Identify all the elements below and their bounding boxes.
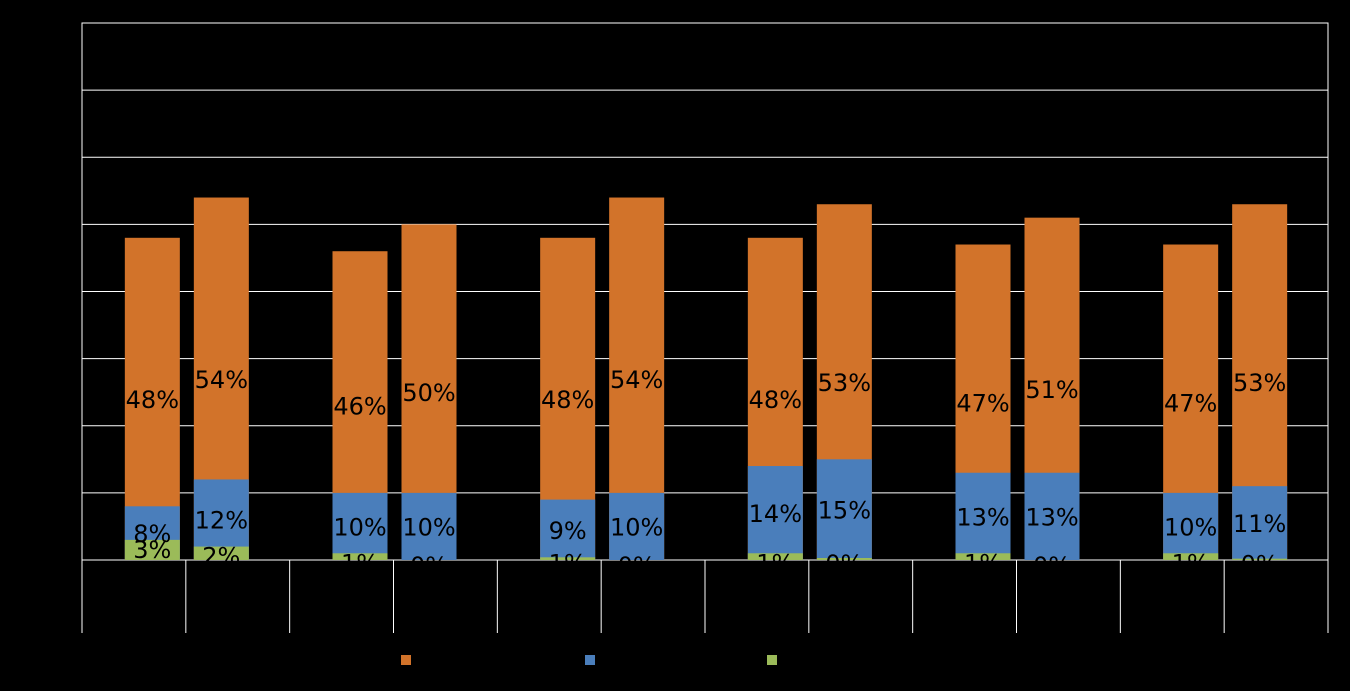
data-label: 8%	[133, 520, 171, 548]
data-label: 53%	[1233, 369, 1286, 397]
data-label: 10%	[402, 513, 455, 541]
bar-segment-3	[955, 553, 1011, 560]
data-label: 0%	[825, 550, 863, 578]
bar-segment-3	[193, 546, 249, 560]
legend-swatch-1	[401, 655, 411, 665]
bar-segment-2	[332, 492, 388, 560]
bar-segment-3	[1163, 553, 1219, 560]
data-label: 1%	[341, 549, 379, 577]
data-label: 2%	[202, 543, 240, 571]
data-label: 48%	[541, 386, 594, 414]
data-label: 15%	[818, 497, 871, 525]
data-label: 0%	[618, 552, 656, 580]
data-label: 48%	[749, 386, 802, 414]
bar-segment-3	[540, 557, 596, 560]
bar-segment-2	[609, 492, 665, 560]
data-label: 13%	[1025, 503, 1078, 531]
data-label: 1%	[964, 549, 1002, 577]
data-label: 54%	[610, 366, 663, 394]
data-label: 1%	[549, 549, 587, 577]
data-label: 47%	[1164, 389, 1217, 417]
bar-segment-2	[816, 459, 872, 560]
bars	[124, 197, 1288, 561]
bar-segment-2	[1163, 492, 1219, 560]
category-axis-table	[81, 560, 1329, 633]
legend-swatch-2	[585, 655, 595, 665]
data-label: 10%	[333, 513, 386, 541]
data-label: 46%	[333, 393, 386, 421]
data-label: 51%	[1025, 376, 1078, 404]
data-label: 3%	[133, 536, 171, 564]
data-label: 12%	[195, 507, 248, 535]
bar-segment-2	[1232, 486, 1288, 560]
legend	[401, 655, 777, 665]
data-label: 0%	[1241, 551, 1279, 579]
data-label: 1%	[756, 549, 794, 577]
data-label: 0%	[410, 552, 448, 580]
bar-segment-3	[747, 553, 803, 560]
data-label: 1%	[1172, 549, 1210, 577]
data-label: 0%	[1033, 552, 1071, 580]
bar-segment-3	[1232, 558, 1288, 560]
bar-segment-2	[1024, 472, 1080, 560]
data-label: 13%	[956, 503, 1009, 531]
data-label: 47%	[956, 389, 1009, 417]
data-label: 14%	[749, 500, 802, 528]
data-label: 11%	[1233, 510, 1286, 538]
data-label: 54%	[195, 366, 248, 394]
bar-segment-3	[332, 553, 388, 560]
data-label: 10%	[1164, 513, 1217, 541]
data-label: 9%	[549, 517, 587, 545]
bar-segment-3	[124, 539, 180, 560]
bar-segment-2	[955, 472, 1011, 560]
bar-segment-2	[401, 492, 457, 560]
bar-segment-2	[747, 466, 803, 560]
bar-segment-3	[816, 557, 872, 560]
legend-swatch-3	[767, 655, 777, 665]
data-label: 50%	[402, 379, 455, 407]
data-label: 10%	[610, 513, 663, 541]
data-labels: 48% 8%3% 54% 12% 2% 46% 10% 1% 50% 10% 0% 48% 9% 1% 54…	[126, 366, 1287, 580]
data-label: 53%	[818, 369, 871, 397]
data-label: 48%	[126, 386, 179, 414]
bar-segment-2	[540, 499, 596, 560]
gridlines	[82, 89, 1328, 494]
